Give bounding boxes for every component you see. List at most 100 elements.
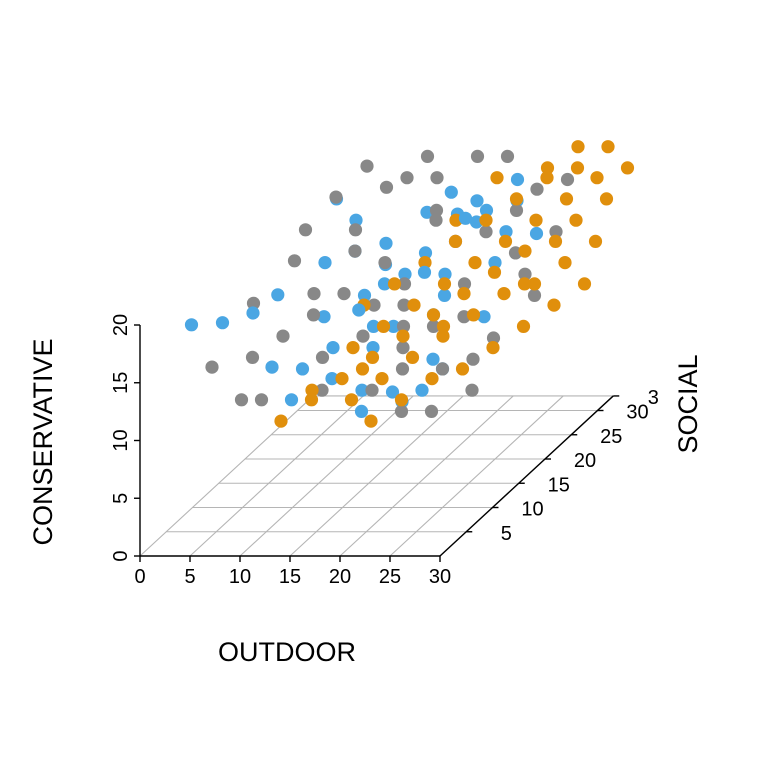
data-point-series-2 bbox=[486, 331, 501, 345]
data-point-series-1 bbox=[426, 352, 440, 366]
x-tick-label: 5 bbox=[184, 566, 195, 588]
data-points bbox=[184, 140, 635, 428]
data-point-series-3 bbox=[437, 277, 452, 291]
data-point-series-3 bbox=[518, 244, 532, 258]
data-point-series-1 bbox=[317, 310, 331, 324]
data-point-series-2 bbox=[465, 383, 479, 397]
data-point-series-3 bbox=[569, 213, 583, 227]
data-point-series-1 bbox=[354, 404, 369, 418]
data-point-series-1 bbox=[357, 288, 372, 302]
data-point-series-3 bbox=[468, 256, 482, 270]
data-point-series-2 bbox=[435, 362, 450, 376]
data-point-series-3 bbox=[418, 256, 432, 270]
data-point-series-1 bbox=[215, 316, 230, 330]
data-point-series-1 bbox=[366, 341, 380, 355]
data-point-series-3 bbox=[274, 414, 288, 428]
data-point-series-2 bbox=[287, 254, 302, 268]
data-point-series-3 bbox=[529, 213, 543, 227]
data-point-series-1 bbox=[271, 288, 285, 302]
data-point-series-2 bbox=[306, 308, 321, 322]
grid-line-x bbox=[189, 395, 364, 557]
data-point-series-1 bbox=[438, 267, 452, 281]
data-point-series-3 bbox=[425, 372, 439, 386]
y-tick-label: 20 bbox=[574, 450, 596, 472]
data-point-series-3 bbox=[466, 308, 481, 322]
data-point-series-2 bbox=[379, 180, 394, 194]
z-tick-label: 5 bbox=[110, 493, 132, 504]
data-point-series-3 bbox=[305, 383, 319, 397]
data-point-series-3 bbox=[571, 140, 585, 154]
data-point-series-3 bbox=[548, 234, 563, 248]
data-point-series-1 bbox=[379, 236, 393, 250]
data-point-series-2 bbox=[430, 171, 444, 185]
data-point-series-2 bbox=[395, 362, 410, 376]
data-point-series-1 bbox=[325, 372, 339, 386]
data-point-series-3 bbox=[448, 234, 463, 248]
data-point-series-1 bbox=[265, 360, 279, 374]
data-point-series-1 bbox=[386, 319, 401, 333]
data-point-series-2 bbox=[315, 350, 330, 364]
data-point-series-1 bbox=[246, 306, 260, 320]
data-point-series-2 bbox=[470, 149, 485, 163]
y-tick-label-edge: 3 bbox=[648, 387, 659, 409]
data-point-series-2 bbox=[560, 172, 575, 187]
y-axis-line bbox=[439, 395, 614, 557]
x-tick-label: 0 bbox=[134, 566, 145, 588]
data-point-series-2 bbox=[400, 171, 414, 185]
z-axis-title: CONSERVATIVE bbox=[28, 338, 58, 545]
data-point-series-3 bbox=[487, 265, 502, 279]
data-point-series-2 bbox=[397, 298, 411, 312]
data-point-series-3 bbox=[387, 277, 402, 291]
data-point-series-2 bbox=[527, 288, 542, 302]
data-point-series-2 bbox=[396, 341, 410, 355]
data-point-series-2 bbox=[315, 383, 329, 397]
data-point-series-3 bbox=[344, 393, 359, 407]
data-point-series-1 bbox=[458, 211, 473, 225]
data-point-series-2 bbox=[307, 287, 321, 301]
x-tick-label: 10 bbox=[229, 566, 251, 588]
data-point-series-2 bbox=[429, 213, 443, 227]
y-tick-label: 15 bbox=[548, 474, 570, 496]
data-point-series-3 bbox=[509, 192, 524, 206]
data-point-series-3 bbox=[599, 192, 614, 206]
data-point-series-1 bbox=[488, 256, 502, 270]
data-point-series-3 bbox=[457, 287, 471, 301]
grid-line-x bbox=[339, 395, 514, 557]
y-axis-title: SOCIAL bbox=[673, 354, 703, 453]
data-point-series-3 bbox=[364, 414, 378, 428]
x-tick-label: 20 bbox=[329, 566, 351, 588]
y-tick-label: 10 bbox=[521, 499, 543, 521]
z-tick-label: 0 bbox=[110, 550, 132, 561]
data-point-series-3 bbox=[559, 192, 574, 206]
data-point-series-3 bbox=[375, 372, 389, 386]
data-point-series-2 bbox=[337, 287, 351, 301]
data-point-series-3 bbox=[588, 234, 603, 248]
data-point-series-1 bbox=[295, 362, 310, 376]
data-point-series-3 bbox=[405, 350, 420, 364]
data-point-series-3 bbox=[436, 319, 451, 333]
z-tick-label: 20 bbox=[110, 314, 132, 336]
axes bbox=[134, 324, 620, 562]
data-point-series-3 bbox=[394, 393, 409, 407]
data-point-series-1 bbox=[398, 267, 412, 281]
data-point-series-2 bbox=[245, 350, 260, 364]
data-point-series-2 bbox=[254, 393, 269, 407]
data-point-series-1 bbox=[415, 383, 429, 397]
data-point-series-2 bbox=[397, 277, 412, 291]
y-tick-label: 5 bbox=[501, 523, 512, 545]
data-point-series-1 bbox=[284, 393, 299, 407]
data-point-series-3 bbox=[346, 341, 360, 355]
data-point-series-1 bbox=[444, 185, 458, 199]
z-tick-label: 10 bbox=[110, 429, 132, 451]
z-tick-label: 15 bbox=[110, 372, 132, 394]
data-point-series-3 bbox=[570, 161, 585, 175]
data-point-series-2 bbox=[396, 319, 411, 333]
data-point-series-2 bbox=[420, 149, 435, 163]
data-point-series-3 bbox=[396, 329, 410, 343]
data-point-series-2 bbox=[234, 393, 249, 407]
data-point-series-3 bbox=[547, 298, 561, 312]
data-point-series-1 bbox=[418, 246, 433, 260]
data-point-series-3 bbox=[620, 161, 635, 175]
data-point-series-2 bbox=[348, 223, 363, 237]
